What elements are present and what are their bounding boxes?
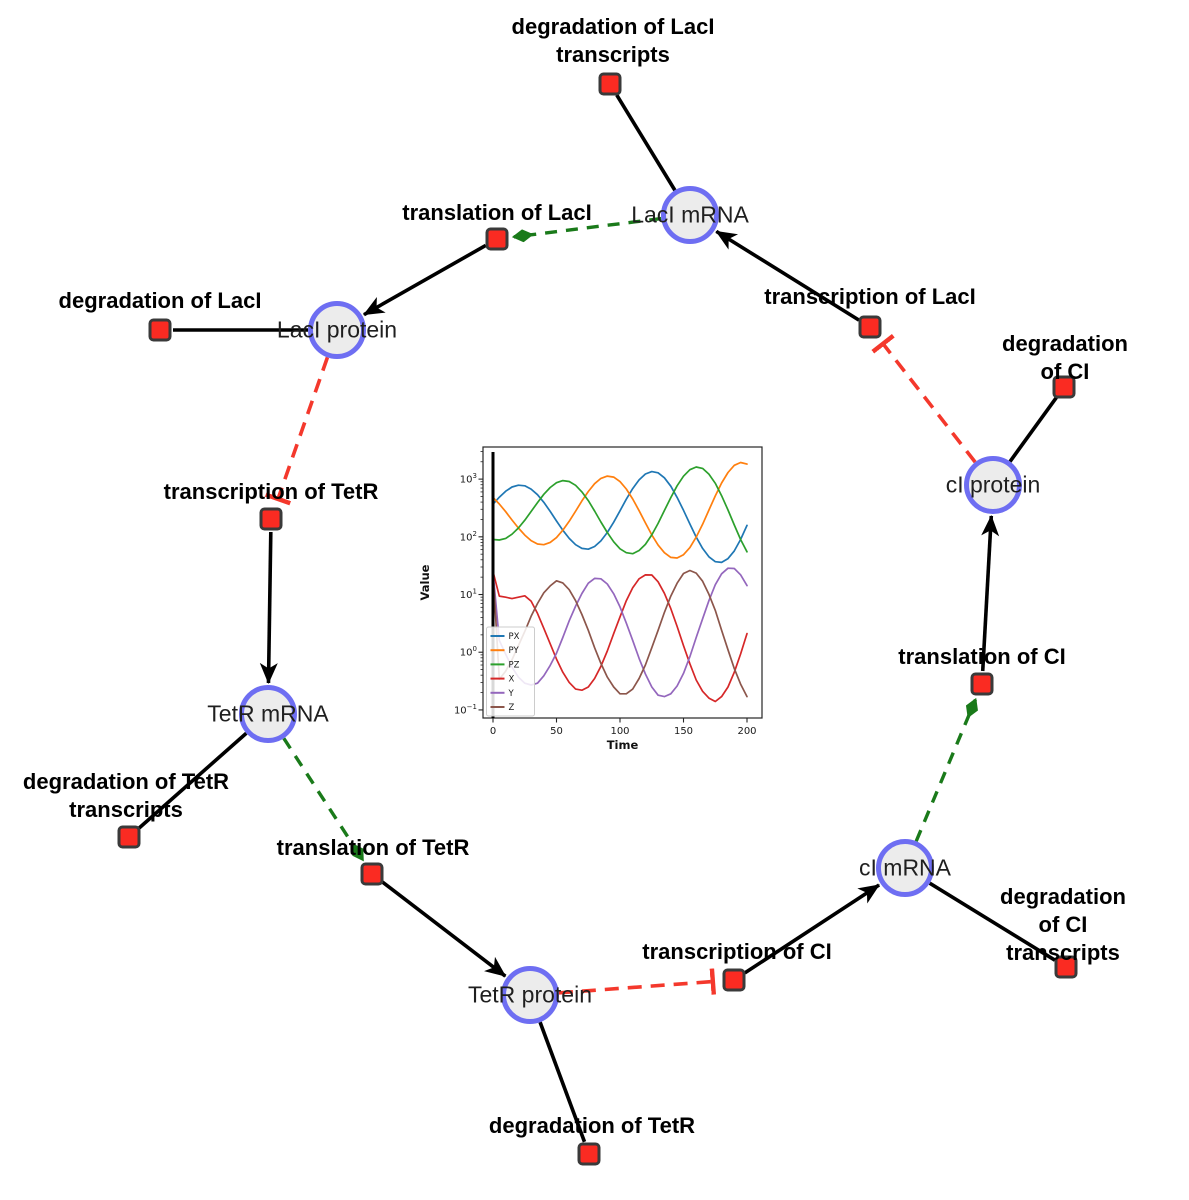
legend-label-PX: PX bbox=[509, 632, 520, 642]
series-PX-line bbox=[492, 470, 748, 564]
species-node-ci-mrna[interactable] bbox=[876, 839, 934, 897]
edge-inhibition-ci-protein-to-transcription-laci bbox=[871, 334, 977, 464]
translation-ci-label: translation of CI bbox=[898, 644, 1066, 670]
reaction-node-translation-tetr[interactable] bbox=[360, 862, 384, 886]
deg-laci-label: degradation of LacI bbox=[58, 288, 262, 314]
x-tick-label: 200 bbox=[737, 726, 756, 737]
reaction-node-deg-ci[interactable] bbox=[1052, 375, 1076, 399]
deg-tetr-tx-label: degradation of TetR transcripts bbox=[22, 769, 230, 822]
y-tick-label: 103 bbox=[460, 472, 477, 486]
legend-label-PZ: PZ bbox=[509, 660, 520, 670]
transcription-tetr-label: transcription of TetR bbox=[163, 479, 379, 505]
edge-product-transcription-laci-to-laci-mrna bbox=[715, 229, 860, 322]
edge-reactant-laci-mrna-to-deg-laci-tx bbox=[615, 94, 677, 192]
species-node-ci-protein[interactable] bbox=[964, 456, 1022, 514]
laci-mrna-label: LacI mRNA bbox=[631, 201, 749, 228]
tetr-mrna-label: TetR mRNA bbox=[207, 700, 329, 727]
y-tick-label: 102 bbox=[460, 530, 477, 544]
series-PZ-line bbox=[492, 466, 748, 555]
edge-product-translation-laci-to-laci-protein bbox=[363, 243, 487, 317]
y-tick-label: 101 bbox=[460, 588, 477, 602]
y-tick-label: 10−1 bbox=[454, 703, 477, 717]
deg-tetr-label: degradation of TetR bbox=[488, 1113, 696, 1139]
deg-laci-tx-label: degradation of LacI transcripts bbox=[511, 14, 715, 67]
translation-laci-label: translation of LacI bbox=[402, 200, 592, 226]
reaction-node-translation-laci[interactable] bbox=[485, 227, 509, 251]
reaction-node-transcription-ci[interactable] bbox=[722, 968, 746, 992]
series-Z-line bbox=[492, 569, 748, 698]
simulation-plot-inset: 103 102 101 100 10−1 0 50 100 150 200 Time Value PX P… bbox=[415, 430, 775, 765]
laci-protein-label: LacI protein bbox=[276, 316, 398, 343]
y-axis-label: Value bbox=[418, 564, 432, 600]
edge-inhibition-laci-protein-to-transcription-tetr bbox=[264, 356, 330, 506]
edge-activation-tetr-mrna-to-translation-tetr bbox=[282, 737, 365, 862]
reaction-node-deg-laci[interactable] bbox=[148, 318, 172, 342]
x-tick-label: 150 bbox=[674, 726, 693, 737]
ci-protein-label: cI protein bbox=[945, 471, 1041, 498]
x-tick-label: 100 bbox=[610, 726, 629, 737]
tetr-protein-label: TetR protein bbox=[467, 981, 593, 1008]
x-tick-label: 50 bbox=[550, 726, 563, 737]
edge-product-transcription-tetr-to-tetr-mrna bbox=[259, 531, 278, 685]
x-axis-label: Time bbox=[607, 738, 639, 752]
edge-activation-ci-mrna-to-translation-ci bbox=[914, 697, 978, 842]
reaction-node-deg-ci-tx[interactable] bbox=[1054, 955, 1078, 979]
translation-tetr-label: translation of TetR bbox=[276, 835, 470, 861]
edge-reactant-ci-protein-to-deg-ci bbox=[1008, 396, 1058, 463]
legend-label-PY: PY bbox=[509, 646, 520, 656]
species-node-laci-protein[interactable] bbox=[308, 301, 366, 359]
reaction-node-deg-tetr-tx[interactable] bbox=[117, 825, 141, 849]
series-PY-line bbox=[492, 461, 748, 559]
series-Y-line bbox=[492, 567, 748, 698]
reaction-node-translation-ci[interactable] bbox=[970, 672, 994, 696]
edge-product-translation-ci-to-ci-protein bbox=[980, 514, 1000, 672]
y-tick-label: 100 bbox=[460, 645, 477, 659]
legend-label-X: X bbox=[509, 675, 515, 685]
reaction-node-transcription-tetr[interactable] bbox=[259, 507, 283, 531]
species-node-tetr-mrna[interactable] bbox=[239, 685, 297, 743]
reaction-node-transcription-laci[interactable] bbox=[858, 315, 882, 339]
legend-label-Z: Z bbox=[509, 703, 515, 713]
deg-ci-tx-label: degradation of CI transcripts bbox=[1000, 884, 1126, 965]
x-tick-label: 0 bbox=[490, 726, 496, 737]
transcription-laci-label: transcription of LacI bbox=[764, 284, 976, 310]
reaction-node-deg-laci-tx[interactable] bbox=[598, 72, 622, 96]
reaction-node-deg-tetr[interactable] bbox=[577, 1142, 601, 1166]
simulation-chart: 103 102 101 100 10−1 0 50 100 150 200 Time Value PX P… bbox=[418, 446, 763, 752]
deg-ci-label: degradation of CI bbox=[1002, 331, 1128, 384]
ci-mrna-label: cI mRNA bbox=[859, 854, 951, 881]
edge-product-translation-tetr-to-tetr-protein bbox=[381, 880, 507, 978]
edge-reactant-tetr-protein-to-deg-tetr bbox=[538, 1021, 587, 1143]
legend-label-Y: Y bbox=[508, 689, 515, 699]
transcription-ci-label: transcription of CI bbox=[642, 939, 832, 965]
edge-reactant-tetr-mrna-to-deg-tetr-tx bbox=[137, 731, 248, 830]
species-node-tetr-protein[interactable] bbox=[501, 966, 559, 1024]
edge-product-transcription-ci-to-ci-mrna bbox=[743, 883, 881, 975]
edge-reactant-ci-mrna-to-deg-ci-tx bbox=[928, 881, 1056, 962]
edge-activation-laci-mrna-to-translation-laci bbox=[511, 216, 662, 243]
species-node-laci-mrna[interactable] bbox=[661, 186, 719, 244]
edge-inhibition-tetr-protein-to-transcription-ci bbox=[558, 968, 717, 995]
